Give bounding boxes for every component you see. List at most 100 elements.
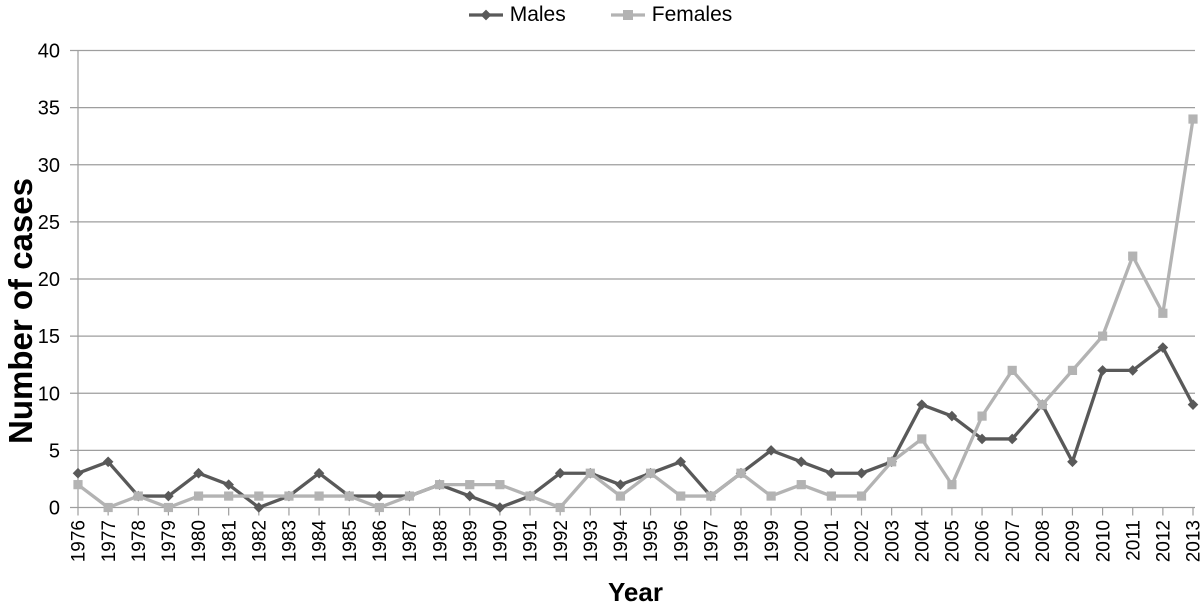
x-tick-label-2012: 2012 — [1154, 520, 1175, 562]
males-point-2007 — [1006, 433, 1018, 445]
x-tick-label-2001: 2001 — [822, 520, 843, 562]
females-point-1990 — [495, 480, 505, 490]
y-tick-label-5: 5 — [49, 440, 60, 462]
x-tick-label-1992: 1992 — [551, 520, 572, 562]
x-tick-label-1997: 1997 — [701, 520, 722, 562]
females-point-2010 — [1097, 331, 1108, 341]
x-tick-label-2008: 2008 — [1033, 520, 1054, 562]
females-point-2012 — [1158, 308, 1168, 318]
chart-legend: Males Females — [0, 1, 1200, 29]
males-point-2001 — [826, 467, 837, 479]
x-tick-label-1976: 1976 — [69, 520, 90, 562]
females-point-1978 — [133, 491, 143, 501]
x-tick-label-1980: 1980 — [189, 520, 210, 562]
males-point-1996 — [675, 456, 687, 468]
y-tick-label-10: 10 — [38, 383, 60, 405]
males-point-2009 — [1067, 456, 1078, 468]
males-point-2000 — [795, 456, 807, 468]
males-point-1986 — [374, 490, 385, 502]
legend-label-females: Females — [651, 3, 733, 26]
females-point-2007 — [1007, 365, 1017, 375]
females-point-1987 — [404, 491, 415, 501]
y-axis-title: Number of cases — [2, 178, 39, 444]
x-tick-label-1989: 1989 — [460, 520, 481, 562]
males-point-1981 — [223, 479, 234, 490]
females-point-1979 — [163, 502, 174, 513]
males-point-2013 — [1187, 399, 1199, 410]
x-tick-label-1993: 1993 — [581, 520, 602, 562]
x-tick-label-1988: 1988 — [430, 520, 451, 562]
y-tick-label-40: 40 — [38, 41, 60, 63]
x-tick-label-1984: 1984 — [310, 520, 331, 563]
males-point-2010 — [1097, 365, 1108, 376]
x-tick-label-1982: 1982 — [249, 520, 270, 562]
males-point-1984 — [313, 467, 325, 479]
legend-item-females: Females — [610, 3, 733, 27]
males-point-1994 — [615, 479, 626, 490]
x-tick-label-2009: 2009 — [1063, 520, 1084, 562]
x-tick-label-1983: 1983 — [280, 520, 301, 562]
females-point-1986 — [374, 502, 384, 513]
males-point-1979 — [163, 490, 174, 502]
x-tick-label-2002: 2002 — [852, 520, 873, 562]
females-point-2009 — [1067, 365, 1078, 375]
x-tick-label-2000: 2000 — [792, 520, 813, 562]
x-tick-label-1985: 1985 — [340, 520, 361, 562]
x-tick-label-1996: 1996 — [671, 520, 692, 562]
males-point-2011 — [1127, 365, 1139, 376]
females-point-2006 — [977, 411, 987, 421]
males-point-2002 — [856, 467, 867, 479]
x-tick-label-1990: 1990 — [491, 520, 512, 562]
y-tick-label-15: 15 — [38, 326, 60, 348]
x-tick-label-1986: 1986 — [370, 520, 391, 562]
females-point-1976 — [73, 480, 83, 490]
x-tick-label-1987: 1987 — [400, 520, 421, 562]
x-tick-label-1977: 1977 — [99, 520, 120, 562]
x-tick-label-2010: 2010 — [1093, 520, 1114, 562]
x-tick-label-2006: 2006 — [973, 520, 994, 562]
females-point-1998 — [736, 468, 746, 478]
females-point-2002 — [856, 491, 867, 501]
females-point-2003 — [887, 457, 897, 467]
females-point-1992 — [555, 502, 565, 513]
females-point-1980 — [193, 491, 204, 501]
females-point-1999 — [766, 491, 776, 501]
y-tick-label-35: 35 — [38, 98, 60, 120]
males-point-1982 — [253, 502, 265, 513]
males-point-2004 — [916, 399, 928, 410]
males-point-2005 — [946, 410, 958, 422]
x-tick-label-1981: 1981 — [219, 520, 240, 562]
males-point-1999 — [765, 445, 777, 456]
x-tick-label-1994: 1994 — [611, 520, 632, 563]
x-tick-label-1998: 1998 — [732, 520, 753, 562]
females-point-2013 — [1188, 114, 1198, 124]
males-point-1980 — [193, 467, 204, 479]
x-tick-label-2011: 2011 — [1123, 520, 1144, 561]
females-point-2008 — [1037, 400, 1047, 410]
females-point-1983 — [284, 491, 294, 501]
x-axis-title: Year — [608, 577, 663, 607]
x-tick-label-1995: 1995 — [641, 520, 662, 562]
males-point-2006 — [976, 433, 988, 445]
males-point-1976 — [72, 467, 84, 479]
females-point-1991 — [525, 491, 535, 501]
x-tick-label-2003: 2003 — [882, 520, 903, 562]
females-point-2001 — [826, 491, 836, 501]
females-point-2011 — [1128, 251, 1138, 261]
x-tick-label-2005: 2005 — [943, 520, 964, 562]
females-point-1982 — [254, 491, 264, 501]
females-point-1989 — [465, 480, 475, 490]
males-point-1989 — [464, 490, 476, 502]
males-point-1990 — [494, 502, 506, 513]
y-tick-label-30: 30 — [38, 155, 60, 177]
males-diamond-marker-icon — [468, 9, 503, 21]
x-tick-label-1978: 1978 — [129, 520, 150, 562]
females-point-1985 — [344, 491, 354, 501]
males-point-1992 — [554, 467, 566, 479]
females-point-1996 — [676, 491, 686, 501]
females-point-1994 — [615, 491, 626, 501]
males-point-1977 — [102, 456, 114, 468]
females-point-1995 — [645, 468, 656, 478]
